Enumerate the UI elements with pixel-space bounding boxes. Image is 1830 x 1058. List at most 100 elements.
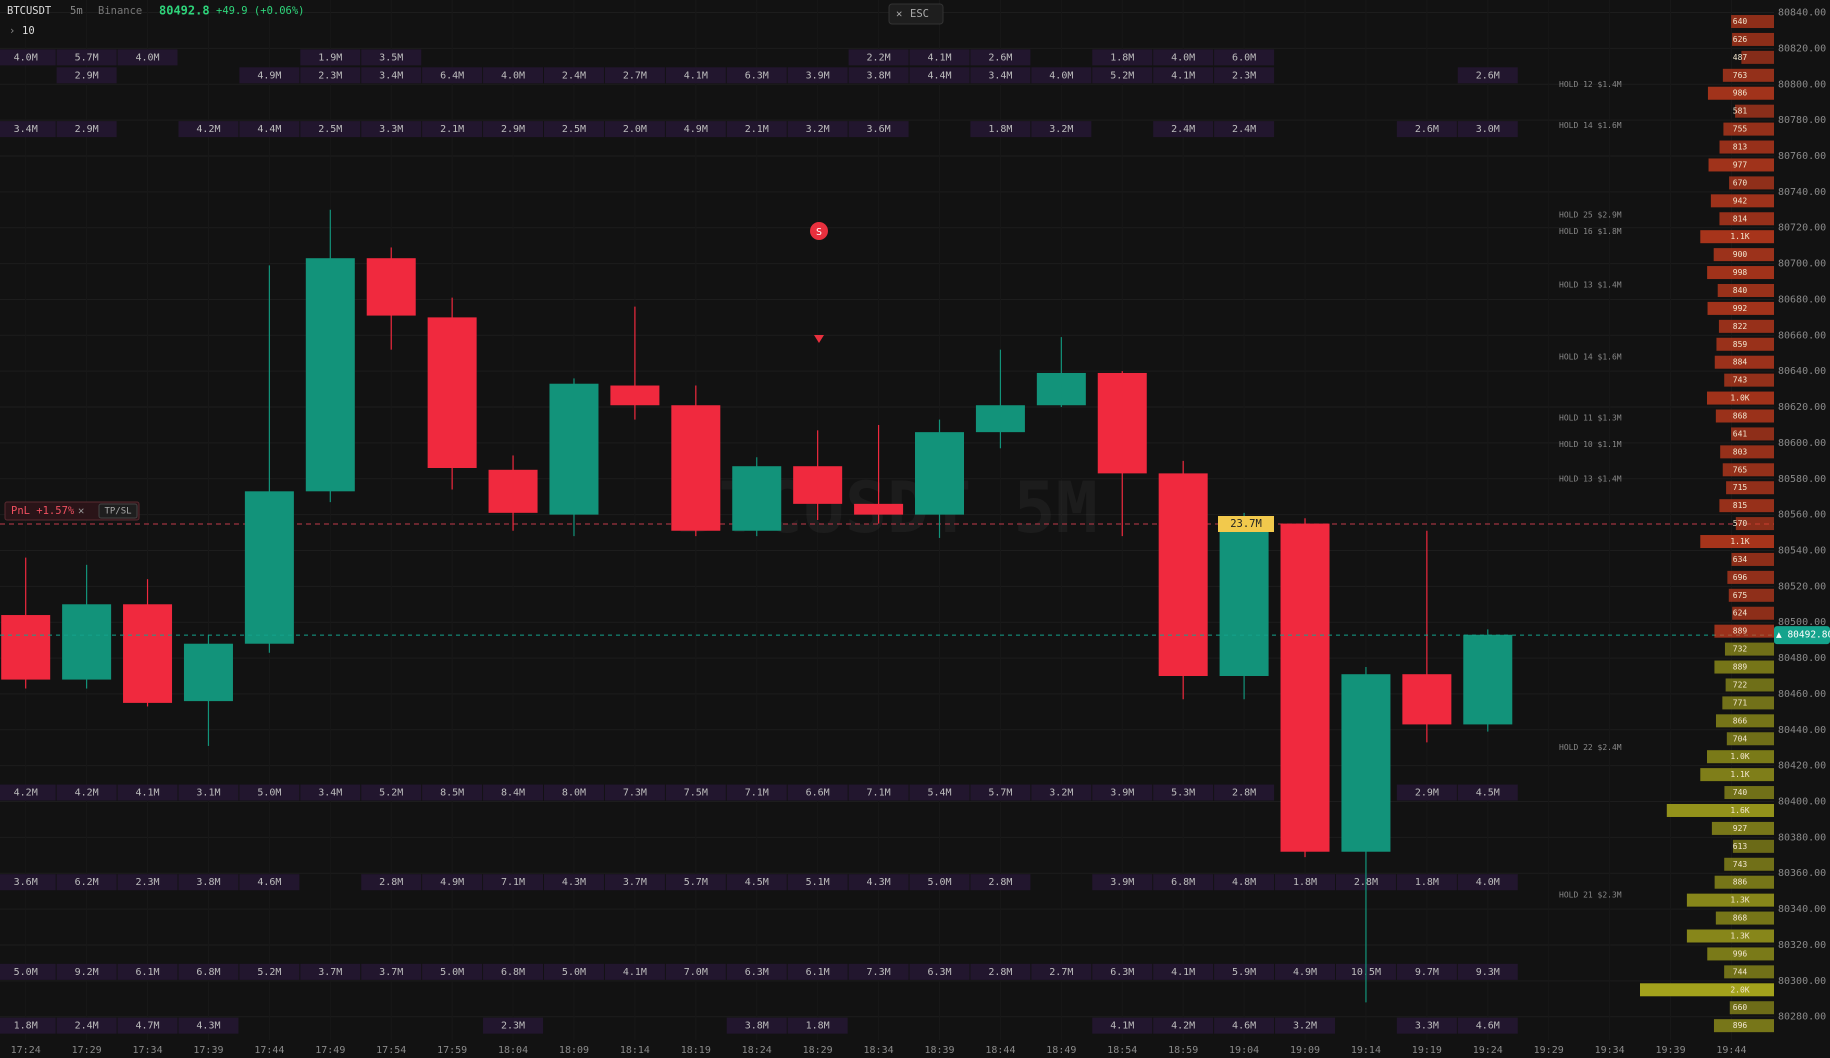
tpsl-button[interactable] [98, 503, 138, 519]
footprint-value: 3.4M [318, 788, 342, 799]
volume-tag-label: 23.7M [1230, 518, 1262, 530]
bids-label: 1.3K [1730, 932, 1749, 941]
footprint-value: 2.1M [745, 124, 769, 135]
bids-label: 743 [1733, 860, 1748, 869]
footprint-cell [970, 49, 1031, 66]
footprint-value: 4.0M [501, 70, 525, 81]
chevron[interactable]: › [9, 25, 15, 37]
footprint-value: 6.1M [806, 967, 830, 978]
footprint-cell [117, 963, 178, 980]
footprint-cell [117, 1017, 178, 1034]
asks-label: 889 [1733, 627, 1748, 636]
footprint-value: 2.7M [623, 70, 647, 81]
depth[interactable]: 10 [22, 25, 35, 37]
footprint-value: 7.1M [867, 788, 891, 799]
footprint-cell [0, 1017, 56, 1034]
footprint-cell [1457, 963, 1518, 980]
footprint-cell [543, 784, 604, 801]
esc-button[interactable] [888, 3, 944, 25]
volume-tag [1218, 516, 1274, 532]
asks-bar [1722, 463, 1774, 477]
footprint-value: 3.8M [867, 70, 891, 81]
y-tick-label: 80840.00 [1778, 8, 1826, 19]
footprint-value: 6.8M [196, 967, 220, 978]
footprint-cell [1275, 1017, 1336, 1034]
footprint-value: 6.2M [75, 877, 99, 888]
interval: 5m [70, 5, 83, 17]
footprint-value: 1.8M [14, 1021, 38, 1032]
footprint-cell [1153, 49, 1214, 66]
y-tick-label: 80420.00 [1778, 761, 1826, 772]
footprint-value: 6.3M [745, 70, 769, 81]
y-tick-label: 80580.00 [1778, 474, 1826, 485]
asks-bar [1735, 517, 1774, 531]
footprint-value: 4.8M [1232, 877, 1256, 888]
footprint-cell [726, 121, 787, 138]
footprint-cell [0, 121, 56, 138]
footprint-value: 4.2M [1171, 1021, 1195, 1032]
footprint-value: 3.2M [1293, 1021, 1317, 1032]
footprint-value: 6.6M [806, 788, 830, 799]
asks-bar [1718, 319, 1774, 333]
footprint-cell [300, 67, 361, 84]
footprint-value: 4.3M [196, 1021, 220, 1032]
esc-label[interactable]: ESC [910, 8, 929, 20]
footprint-cell [604, 963, 665, 980]
footprint-cell [848, 874, 909, 891]
footprint-cell [543, 67, 604, 84]
tpsl-label[interactable]: TP/SL [104, 507, 131, 517]
footprint-value: 2.2M [867, 52, 891, 63]
footprint-value: 3.8M [196, 877, 220, 888]
footprint-value: 4.1M [684, 70, 708, 81]
x-tick-label: 17:54 [376, 1045, 406, 1056]
footprint-cell [361, 963, 422, 980]
asks-bar [1715, 409, 1774, 423]
footprint-cell [56, 874, 117, 891]
y-tick-label: 80660.00 [1778, 330, 1826, 341]
asks-bar [1710, 194, 1774, 208]
asks-bar [1727, 570, 1774, 584]
footprint-value: 4.9M [1293, 967, 1317, 978]
footprint-cell [1214, 963, 1275, 980]
symbol: BTCUSDT [7, 5, 52, 17]
candle-body [244, 491, 294, 644]
footprint-value: 4.0M [14, 52, 38, 63]
footprint-value: 4.1M [1171, 70, 1195, 81]
asks-bar [1731, 15, 1774, 29]
x-tick-label: 18:49 [1046, 1045, 1076, 1056]
footprint-cell [1396, 784, 1457, 801]
hold-label: HOLD 11 $1.3M [1559, 413, 1622, 422]
footprint-value: 4.7M [135, 1021, 159, 1032]
footprint-value: 4.4M [927, 70, 951, 81]
axes: 80840.00 80820.00 80800.00 80780.00 80760.00… [11, 8, 1830, 1056]
footprint-value: 3.2M [1049, 124, 1073, 135]
footprint-cell [117, 784, 178, 801]
footprint-cell [483, 67, 544, 84]
asks-bar [1735, 104, 1774, 118]
x-tick-label: 19:14 [1351, 1045, 1381, 1056]
asks-bar [1720, 445, 1774, 459]
footprint-value: 3.5M [379, 52, 403, 63]
asks-label: 822 [1733, 322, 1748, 331]
asks-label: 840 [1733, 286, 1748, 295]
footprint-cell [1031, 784, 1092, 801]
bids-bar [1707, 750, 1774, 764]
footprint-value: 6.1M [135, 967, 159, 978]
footprint-value: 5.2M [1110, 70, 1134, 81]
candle-body [975, 405, 1025, 433]
footprint-cell [1092, 963, 1153, 980]
bids-bar [1713, 1019, 1774, 1033]
esc-icon[interactable]: ✕ [896, 8, 902, 20]
footprint-value: 9.2M [75, 967, 99, 978]
asks-label: 868 [1733, 412, 1748, 421]
footprint-value: 5.2M [379, 788, 403, 799]
bids-bar [1726, 732, 1774, 746]
asks-bar [1719, 499, 1774, 513]
pnl-close[interactable]: ✕ [78, 505, 84, 517]
hold-label: HOLD 25 $2.9M [1559, 211, 1622, 220]
footprint-value: 4.5M [1476, 788, 1500, 799]
footprint-cell [300, 784, 361, 801]
asks-bar [1707, 391, 1774, 405]
x-tick-label: 18:44 [985, 1045, 1015, 1056]
